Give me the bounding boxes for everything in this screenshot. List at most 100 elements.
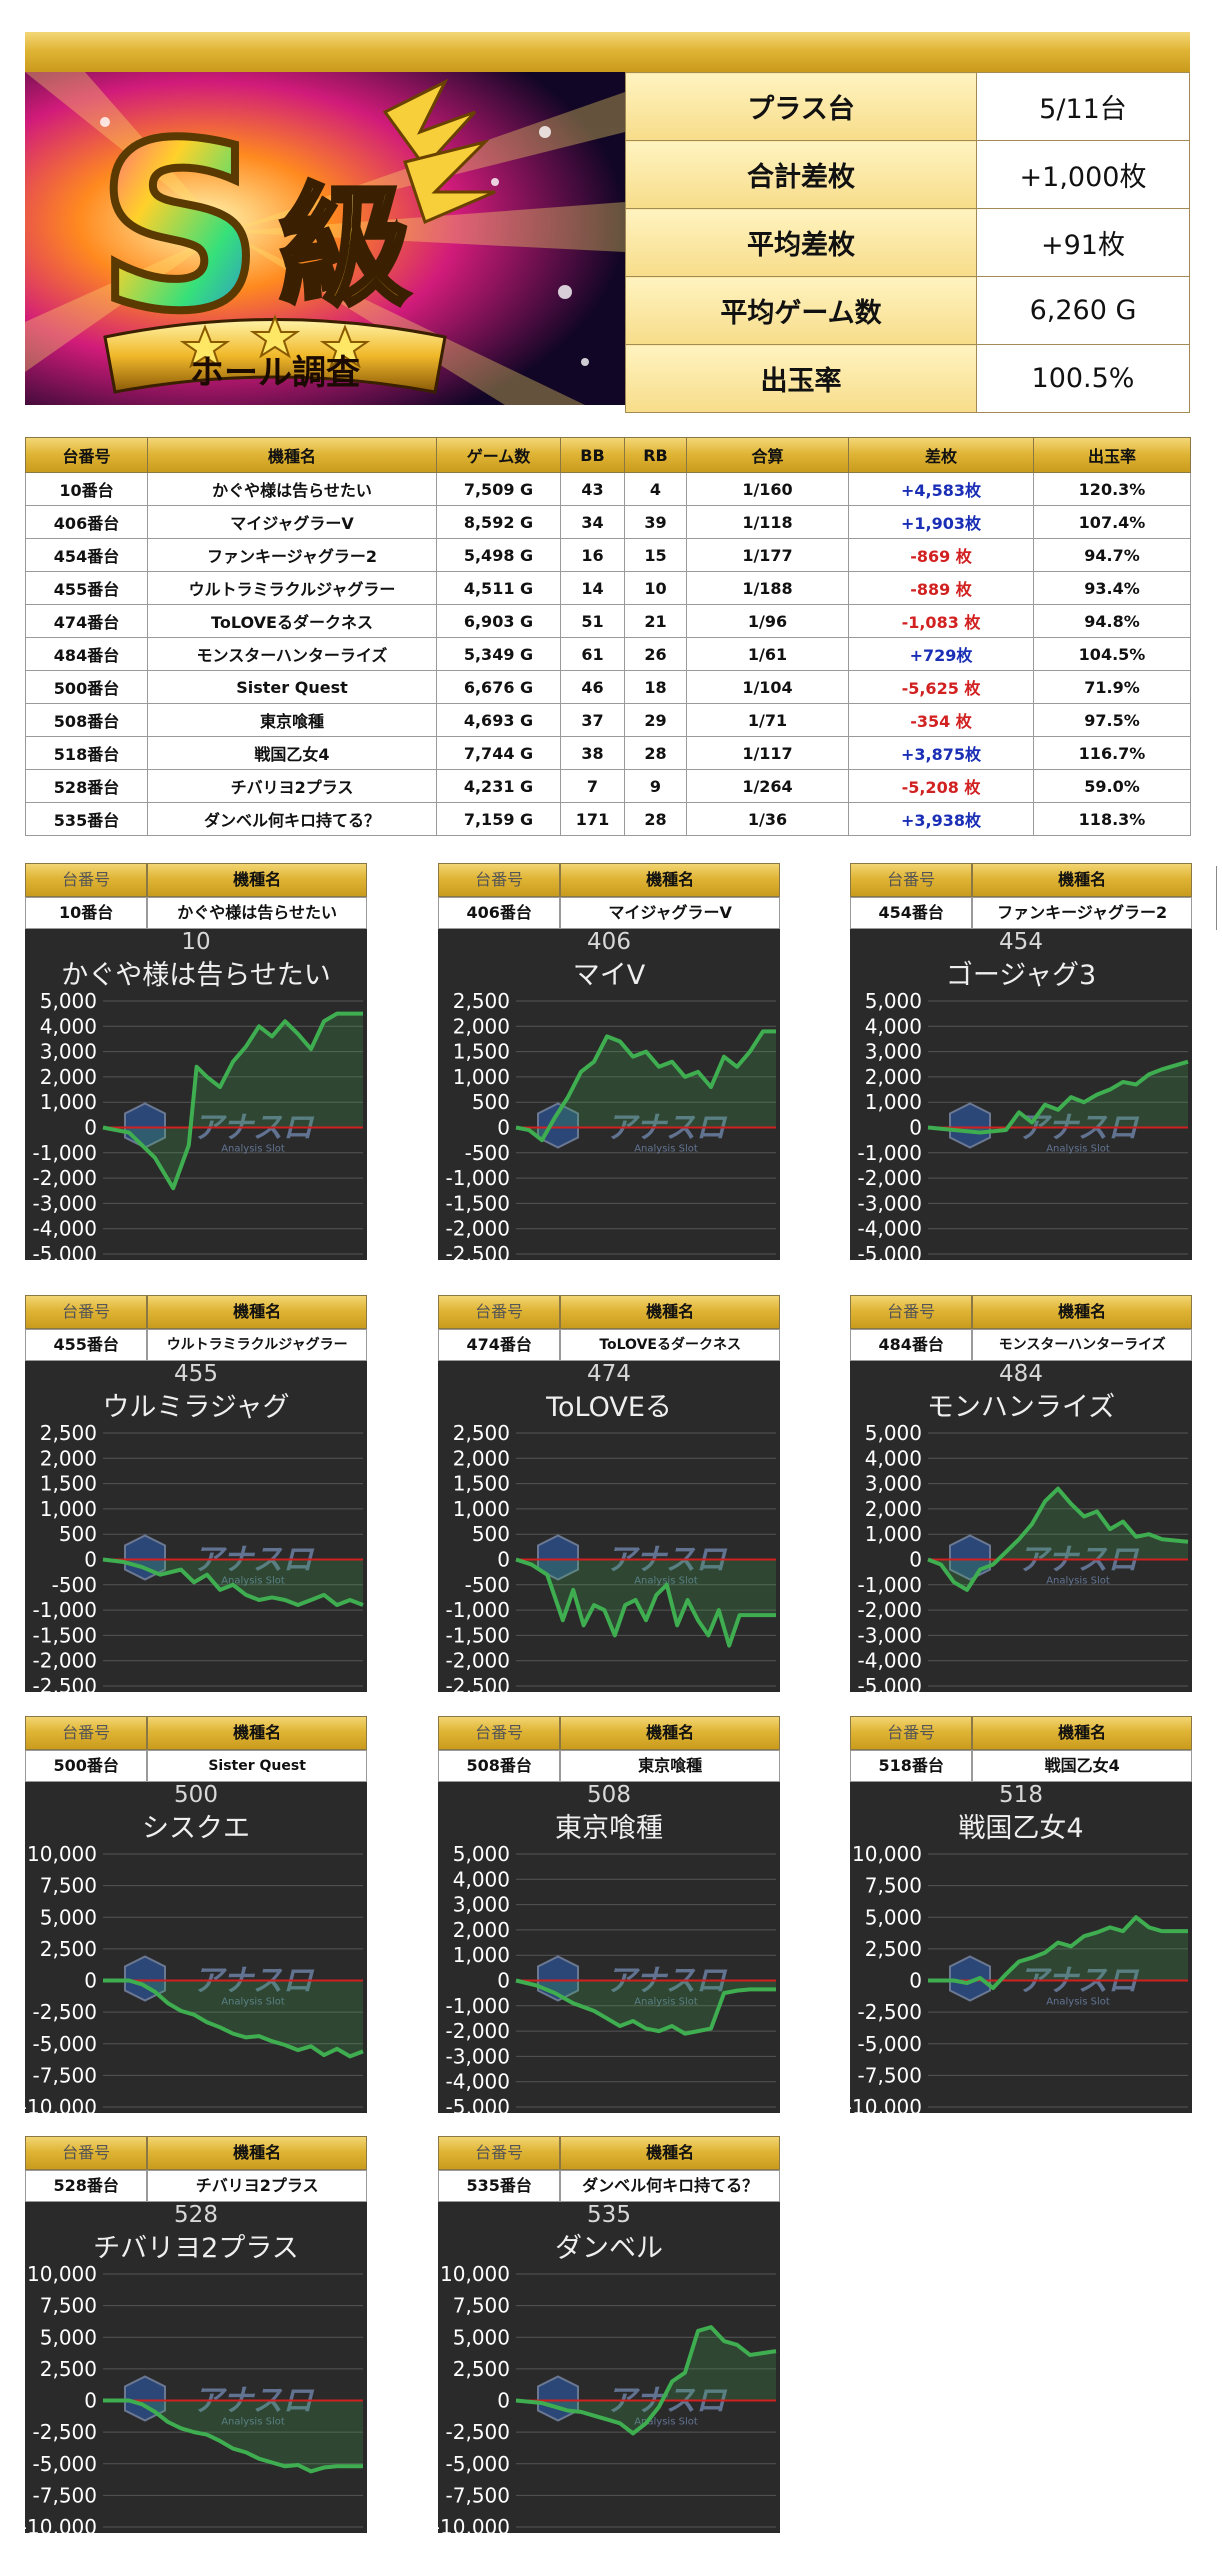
cell-rate: 107.4%	[1033, 505, 1191, 539]
card-machine-no: 508番台	[438, 1750, 561, 1782]
card-machine-no: 500番台	[25, 1750, 148, 1782]
cell-bb: 38	[560, 736, 625, 770]
graph-title: シスクエ	[142, 1813, 250, 1844]
card-header-name: 機種名	[972, 1295, 1192, 1329]
card-header-name: 機種名	[147, 1716, 367, 1750]
cell-games: 7,509 G	[436, 472, 561, 506]
y-tick-label: 2,000	[40, 1065, 97, 1089]
cell-no: 10番台	[25, 472, 148, 506]
cell-no: 528番台	[25, 769, 148, 803]
cell-name: ウルトラミラクルジャグラー	[147, 571, 437, 605]
y-tick-label: -1,000	[33, 1598, 97, 1622]
card-machine-name: Sister Quest	[147, 1750, 367, 1782]
slump-graph: 5,000 4,000 3,000 2,000 1,000 0 -1,000 -2,000 -3…	[850, 1361, 1192, 1692]
table-row: 518番台 戦国乙女4 7,744 G 38 28 1/117 +3,875枚 116.7%	[25, 736, 1191, 770]
card-header: 台番号 機種名	[438, 863, 780, 897]
y-tick-label: -3,000	[858, 1623, 922, 1647]
y-tick-label: -5,000	[33, 2032, 97, 2056]
card-header-no: 台番号	[850, 1295, 973, 1329]
table-row: 484番台 モンスターハンターライズ 5,349 G 61 26 1/61 +729枚 104…	[25, 637, 1191, 671]
machine-graph-card: 台番号 機種名 528番台 チバリヨ2プラス 10,000 7,500 5,000 2,500…	[25, 2136, 367, 2533]
y-tick-label: 7,500	[453, 2294, 510, 2318]
slump-graph: 5,000 4,000 3,000 2,000 1,000 0 -1,000 -2,000 -3…	[850, 929, 1192, 1260]
summary-table: プラス台 5/11台 合計差枚 +1,000枚 平均差枚 +91枚 平均ゲーム数 6,260 …	[625, 72, 1190, 413]
hall-survey-banner: S 級 ホール調査	[25, 72, 625, 405]
column-header: 合算	[686, 437, 849, 473]
cell-combo: 1/160	[686, 472, 849, 506]
machine-table-header: 台番号 機種名 ゲーム数 BB RB 合算 差枚 出玉率	[25, 437, 1191, 473]
summary-label: 平均差枚	[625, 208, 977, 277]
graph-title: ウルミラジャグ	[102, 1392, 290, 1423]
y-tick-label: 5,000	[453, 2325, 510, 2349]
banner-art: S 級 ホール調査	[25, 72, 625, 405]
y-tick-label: 5,000	[40, 1905, 97, 1929]
cell-rate: 59.0%	[1033, 769, 1191, 803]
y-tick-label: -7,500	[33, 2063, 97, 2087]
column-header: 差枚	[848, 437, 1034, 473]
cell-rate: 116.7%	[1033, 736, 1191, 770]
series-line	[103, 1978, 364, 2059]
card-values: 518番台 戦国乙女4	[850, 1750, 1192, 1782]
card-values: 455番台 ウルトラミラクルジャグラー	[25, 1329, 367, 1361]
graph-machine-number: 454	[999, 929, 1043, 955]
summary-label: 合計差枚	[625, 140, 977, 209]
slump-graph-svg: 10,000 7,500 5,000 2,500 0 -2,500 -5,000 -7,500…	[438, 2262, 777, 2533]
cell-diff: +729枚	[848, 637, 1034, 671]
y-tick-label: 7,500	[865, 1874, 922, 1898]
card-header-name: 機種名	[560, 2136, 780, 2170]
graph-title: ダンベル	[555, 2233, 663, 2264]
y-tick-label: -5,000	[858, 2032, 922, 2056]
card-machine-no: 10番台	[25, 897, 148, 929]
y-tick-label: -7,500	[33, 2483, 97, 2507]
card-header-no: 台番号	[438, 863, 561, 897]
card-header-no: 台番号	[25, 2136, 148, 2170]
watermark-icon	[124, 1534, 166, 1581]
y-tick-label: -1,000	[858, 1141, 922, 1165]
card-machine-name: ウルトラミラクルジャグラー	[147, 1329, 367, 1361]
column-header: BB	[560, 437, 625, 473]
cell-rate: 71.9%	[1033, 670, 1191, 704]
cell-diff: +1,903枚	[848, 505, 1034, 539]
machine-graph-card: 台番号 機種名 518番台 戦国乙女4 10,000 7,500 5,000 2,500 0 -2…	[850, 1716, 1192, 2113]
y-tick-label: -2,000	[446, 1649, 510, 1673]
card-header-no: 台番号	[438, 2136, 561, 2170]
table-row: 454番台 ファンキージャグラー2 5,498 G 16 15 1/177 -869 枚 94…	[25, 538, 1191, 572]
y-tick-label: 2,500	[865, 1937, 922, 1961]
y-tick-label: 0	[909, 1116, 922, 1140]
cell-games: 7,744 G	[436, 736, 561, 770]
slump-graph-svg: 5,0004,0003,0002,0001,0000-1,000-2,000-3…	[446, 1842, 776, 2113]
card-header: 台番号 機種名	[850, 863, 1192, 897]
cell-rate: 93.4%	[1033, 571, 1191, 605]
y-tick-label: 1,500	[453, 1472, 510, 1496]
card-machine-name: ファンキージャグラー2	[972, 897, 1192, 929]
cell-diff: +3,875枚	[848, 736, 1034, 770]
slump-graph-svg: 10,000 7,500 5,000 2,500 0 -2,500 -5,000 -7,500…	[25, 1842, 364, 2113]
card-machine-no: 474番台	[438, 1329, 561, 1361]
cell-diff: -1,083 枚	[848, 604, 1034, 638]
slump-graph: 2,500 2,000 1,500 1,000 500 0 -500 -1,000 -1,500…	[438, 1361, 780, 1692]
y-tick-label: -2,000	[446, 2019, 510, 2043]
card-machine-name: マイジャグラーV	[560, 897, 780, 929]
card-header-name: 機種名	[972, 1716, 1192, 1750]
machine-table: 台番号 機種名 ゲーム数 BB RB 合算 差枚 出玉率 10番台 かぐや様は告らせたい 7,50…	[25, 437, 1191, 836]
cell-name: かぐや様は告らせたい	[147, 472, 437, 506]
slump-graph: 2,500 2,000 1,500 1,000 500 0 -500 -1,000 -1,500…	[438, 929, 780, 1260]
cell-games: 4,231 G	[436, 769, 561, 803]
summary-value: 100.5%	[976, 344, 1190, 413]
y-tick-label: 1,500	[453, 1040, 510, 1064]
y-tick-label: -5,000	[33, 2452, 97, 2476]
watermark-subtext: Analysis Slot	[634, 1144, 698, 1155]
column-header: 機種名	[147, 437, 437, 473]
cell-games: 5,349 G	[436, 637, 561, 671]
y-tick-label: 0	[497, 1116, 510, 1140]
y-tick-label: -3,000	[33, 1191, 97, 1215]
cell-name: チバリヨ2プラス	[147, 769, 437, 803]
y-tick-label: -5,000	[446, 2452, 510, 2476]
machine-graph-card: 台番号 機種名 474番台 ToLOVEるダークネス 2,500 2,000 1,500 1,…	[438, 1295, 780, 1692]
card-header: 台番号 機種名	[850, 1716, 1192, 1750]
card-header: 台番号 機種名	[850, 1295, 1192, 1329]
summary-row: 合計差枚 +1,000枚	[625, 140, 1190, 209]
card-header: 台番号 機種名	[25, 863, 367, 897]
cell-rb: 10	[624, 571, 687, 605]
series-line	[102, 1011, 363, 1191]
